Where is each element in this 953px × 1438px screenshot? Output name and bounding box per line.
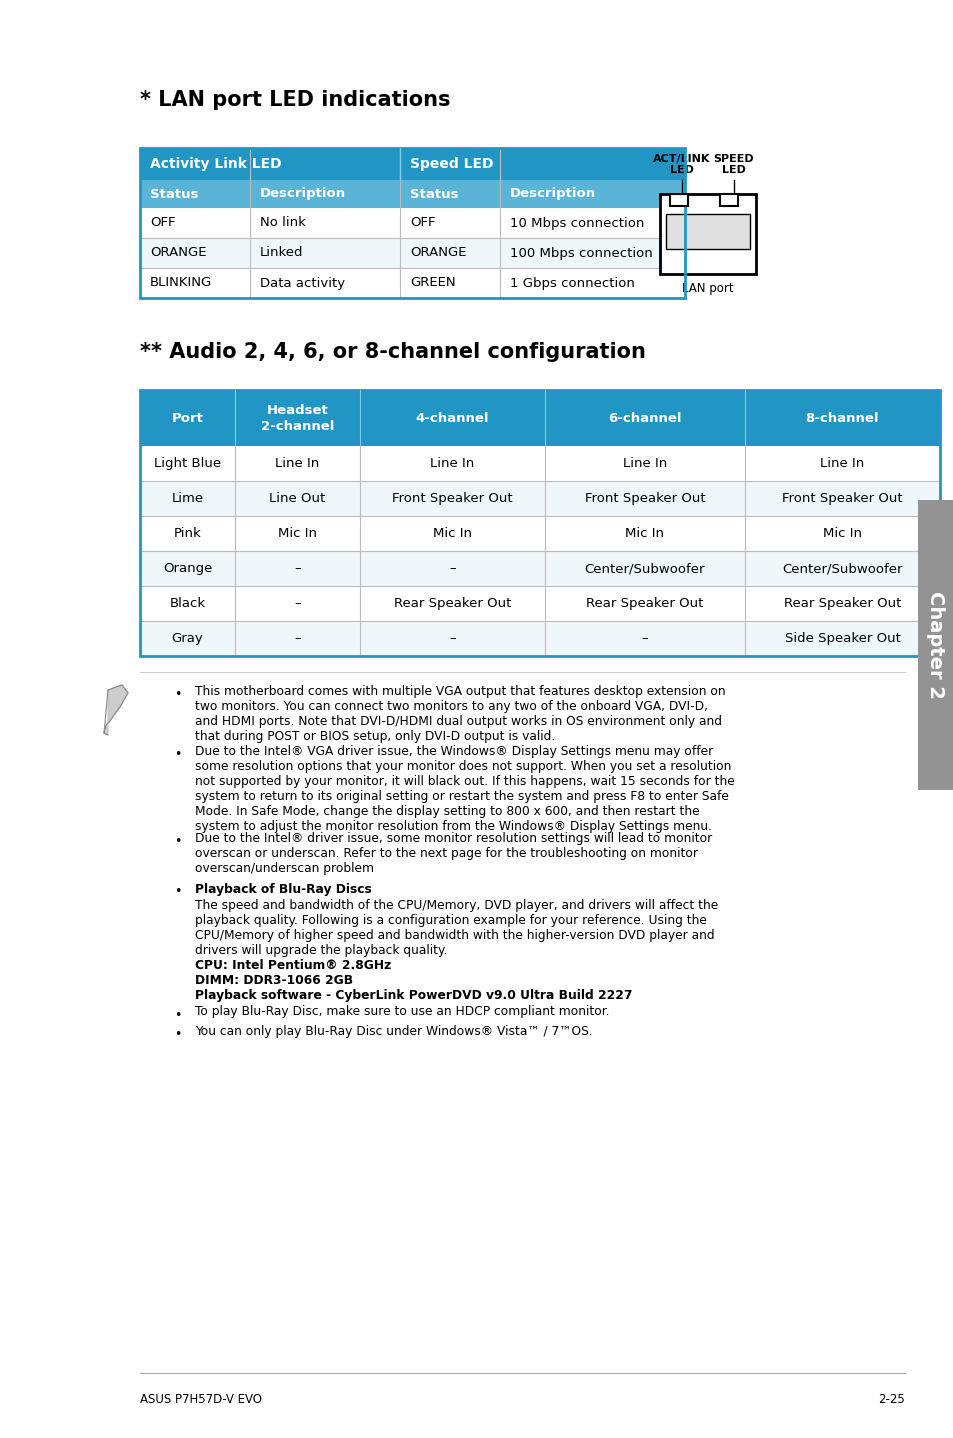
Text: ACT/LINK: ACT/LINK [653, 154, 710, 164]
Text: Line In: Line In [275, 457, 319, 470]
Bar [140, 267, 684, 298]
Text: OFF: OFF [150, 217, 175, 230]
Text: Description: Description [260, 187, 346, 200]
Text: Front Speaker Out: Front Speaker Out [781, 492, 902, 505]
Text: LED: LED [669, 165, 693, 175]
Bar [659, 194, 755, 275]
Text: GREEN: GREEN [410, 276, 456, 289]
Text: Rear Speaker Out: Rear Speaker Out [394, 597, 511, 610]
Text: •: • [174, 835, 181, 848]
Text: Orange: Orange [163, 562, 212, 575]
Bar [399, 148, 684, 180]
Text: Playback of Blu-Ray Discs: Playback of Blu-Ray Discs [194, 883, 372, 896]
Text: Chapter 2: Chapter 2 [925, 591, 944, 699]
Text: –: – [449, 631, 456, 646]
Text: Mic In: Mic In [625, 526, 664, 541]
Text: Due to the Intel® VGA driver issue, the Windows® Display Settings menu may offer: Due to the Intel® VGA driver issue, the … [194, 745, 734, 833]
Text: OFF: OFF [410, 217, 435, 230]
Bar [140, 148, 684, 298]
Text: * LAN port LED indications: * LAN port LED indications [140, 91, 450, 109]
Text: Rear Speaker Out: Rear Speaker Out [783, 597, 901, 610]
Text: Side Speaker Out: Side Speaker Out [783, 631, 900, 646]
Text: •: • [174, 687, 181, 700]
Text: 10 Mbps connection: 10 Mbps connection [510, 217, 643, 230]
Text: Front Speaker Out: Front Speaker Out [584, 492, 704, 505]
Bar [140, 148, 399, 180]
Text: 2-25: 2-25 [878, 1393, 904, 1406]
Bar [140, 551, 939, 587]
Text: Description: Description [510, 187, 596, 200]
Text: 6-channel: 6-channel [608, 411, 681, 424]
Bar [140, 621, 939, 656]
Text: Headset
2-channel: Headset 2-channel [260, 404, 334, 433]
Bar [140, 239, 684, 267]
Text: Line In: Line In [820, 457, 863, 470]
Bar [140, 587, 939, 621]
Text: LAN port: LAN port [681, 282, 733, 295]
Text: Line In: Line In [430, 457, 475, 470]
Text: Linked: Linked [260, 246, 303, 259]
Text: To play Blu-Ray Disc, make sure to use an HDCP compliant monitor.: To play Blu-Ray Disc, make sure to use a… [194, 1005, 609, 1018]
Polygon shape [104, 684, 128, 735]
Bar [669, 194, 687, 206]
Text: –: – [294, 631, 300, 646]
Text: Mic In: Mic In [277, 526, 316, 541]
Text: Port: Port [172, 411, 203, 424]
Bar [720, 194, 738, 206]
Text: Speed LED: Speed LED [410, 157, 493, 171]
Text: ** Audio 2, 4, 6, or 8-channel configuration: ** Audio 2, 4, 6, or 8-channel configura… [140, 342, 645, 362]
Text: •: • [174, 1008, 181, 1021]
Text: •: • [174, 1028, 181, 1041]
Bar [917, 500, 953, 789]
Text: BLINKING: BLINKING [150, 276, 212, 289]
Text: Mic In: Mic In [822, 526, 862, 541]
Text: The speed and bandwidth of the CPU/Memory, DVD player, and drivers will affect t: The speed and bandwidth of the CPU/Memor… [194, 899, 718, 958]
Bar [140, 480, 939, 516]
Text: Front Speaker Out: Front Speaker Out [392, 492, 513, 505]
Text: •: • [174, 748, 181, 761]
Text: Pink: Pink [173, 526, 201, 541]
Bar [140, 446, 939, 480]
Bar [140, 209, 684, 239]
Text: No link: No link [260, 217, 306, 230]
Text: Center/Subwoofer: Center/Subwoofer [584, 562, 704, 575]
Text: –: – [641, 631, 648, 646]
Bar [665, 214, 749, 249]
Text: Status: Status [150, 187, 198, 200]
Text: Black: Black [170, 597, 205, 610]
Text: –: – [294, 562, 300, 575]
Text: Status: Status [410, 187, 458, 200]
Text: You can only play Blu-Ray Disc under Windows® Vista™ / 7™OS.: You can only play Blu-Ray Disc under Win… [194, 1025, 592, 1038]
Bar [140, 516, 939, 551]
Bar [140, 390, 939, 446]
Text: 1 Gbps connection: 1 Gbps connection [510, 276, 634, 289]
Text: LED: LED [721, 165, 745, 175]
Text: SPEED: SPEED [713, 154, 754, 164]
Text: 4-channel: 4-channel [416, 411, 489, 424]
Text: CPU: Intel Pentium® 2.8GHz
DIMM: DDR3-1066 2GB
Playback software - CyberLink Pow: CPU: Intel Pentium® 2.8GHz DIMM: DDR3-10… [194, 959, 632, 1002]
Text: Mic In: Mic In [433, 526, 472, 541]
Text: ORANGE: ORANGE [150, 246, 206, 259]
Text: Center/Subwoofer: Center/Subwoofer [781, 562, 902, 575]
Text: –: – [294, 597, 300, 610]
Text: ORANGE: ORANGE [410, 246, 466, 259]
Text: –: – [449, 562, 456, 575]
Text: Activity Link LED: Activity Link LED [150, 157, 281, 171]
Text: ASUS P7H57D-V EVO: ASUS P7H57D-V EVO [140, 1393, 262, 1406]
Text: Light Blue: Light Blue [153, 457, 221, 470]
Text: Gray: Gray [172, 631, 203, 646]
Text: •: • [174, 886, 181, 899]
Bar [140, 180, 684, 209]
Text: 100 Mbps connection: 100 Mbps connection [510, 246, 652, 259]
Bar [140, 390, 939, 656]
Text: Lime: Lime [172, 492, 203, 505]
Text: This motherboard comes with multiple VGA output that features desktop extension : This motherboard comes with multiple VGA… [194, 684, 725, 743]
Text: Data activity: Data activity [260, 276, 345, 289]
Text: Rear Speaker Out: Rear Speaker Out [586, 597, 703, 610]
Text: 8-channel: 8-channel [805, 411, 879, 424]
Text: Due to the Intel® driver issue, some monitor resolution settings will lead to mo: Due to the Intel® driver issue, some mon… [194, 833, 712, 874]
Text: Line Out: Line Out [269, 492, 325, 505]
Text: Line In: Line In [622, 457, 666, 470]
